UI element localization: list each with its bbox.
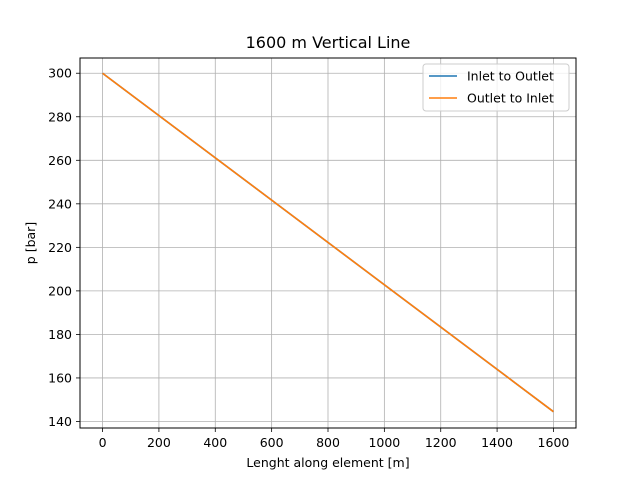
y-tick-label: 260 xyxy=(48,153,72,168)
x-tick-label: 1200 xyxy=(425,435,457,450)
x-tick-label: 200 xyxy=(147,435,171,450)
y-tick-label: 180 xyxy=(48,327,72,342)
x-tick-label: 400 xyxy=(203,435,227,450)
y-tick-label: 160 xyxy=(48,370,72,385)
y-tick-label: 300 xyxy=(48,66,72,81)
x-tick-label: 1600 xyxy=(538,435,570,450)
x-tick-label: 800 xyxy=(316,435,340,450)
x-tick-label: 1400 xyxy=(481,435,513,450)
y-tick-label: 140 xyxy=(48,414,72,429)
x-axis-label: Lenght along element [m] xyxy=(246,455,409,470)
series-line-2 xyxy=(102,72,554,413)
grid xyxy=(80,58,576,428)
chart-title: 1600 m Vertical Line xyxy=(246,33,411,52)
legend-box xyxy=(422,63,570,112)
legend-label: Inlet to Outlet xyxy=(467,69,554,84)
y-tick-label: 220 xyxy=(48,240,72,255)
y-axis-ticks: 140 160 180 200 220 240 260 280 300 xyxy=(48,66,80,429)
x-tick-label: 600 xyxy=(260,435,284,450)
x-axis-ticks: 0 200 400 600 800 1000 1200 1400 1600 xyxy=(99,428,570,450)
x-tick-label: 0 xyxy=(99,435,107,450)
series-lines xyxy=(102,72,554,413)
y-tick-label: 240 xyxy=(48,196,72,211)
y-tick-label: 280 xyxy=(48,109,72,124)
legend: Inlet to Outlet Outlet to Inlet xyxy=(422,63,570,112)
x-tick-label: 1000 xyxy=(368,435,400,450)
y-axis-label: p [bar] xyxy=(23,222,38,264)
legend-label: Outlet to Inlet xyxy=(467,91,554,106)
y-tick-label: 200 xyxy=(48,283,72,298)
